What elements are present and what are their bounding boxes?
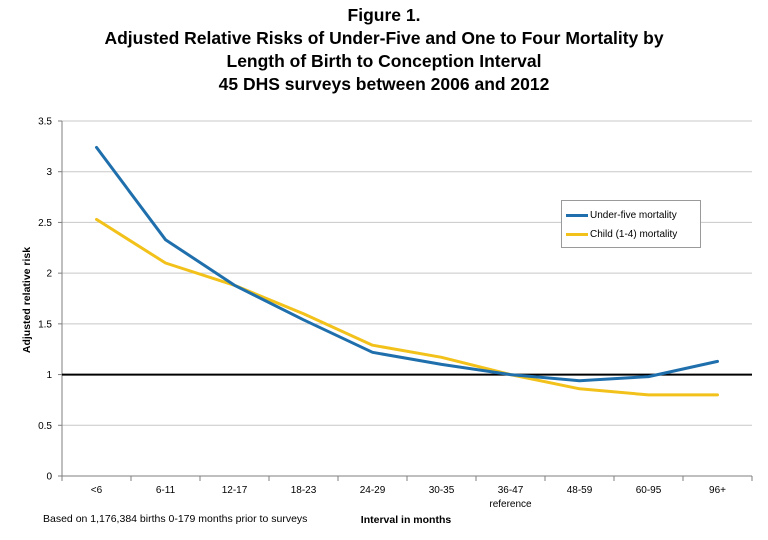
x-tick-label: 36-47 <box>498 485 524 496</box>
legend-item-child: Child (1-4) mortality <box>566 225 696 244</box>
legend-label-under-five: Under-five mortality <box>590 210 677 221</box>
y-tick-label: 1.5 <box>38 319 52 330</box>
x-tick-label: 18-23 <box>291 485 317 496</box>
legend-swatch-under-five <box>566 214 588 217</box>
series-line-child <box>95 217 719 397</box>
chart-legend: Under-five mortality Child (1-4) mortali… <box>561 200 701 248</box>
title-line-1: Figure 1. <box>347 5 421 25</box>
chart-title: Figure 1. Adjusted Relative Risks of Und… <box>0 4 768 96</box>
legend-item-under-five: Under-five mortality <box>566 206 696 225</box>
x-tick-label: 12-17 <box>222 485 248 496</box>
series-line-under-five <box>95 145 719 383</box>
y-tick-label: 2.5 <box>38 218 52 229</box>
title-line-3: Length of Birth to Conception Interval <box>226 51 542 71</box>
y-tick-label: 0.5 <box>38 421 52 432</box>
title-line-4: 45 DHS surveys between 2006 and 2012 <box>218 74 550 94</box>
x-tick-sublabel: reference <box>489 499 532 510</box>
y-tick-label: 3.5 <box>38 117 52 128</box>
y-tick-label: 3 <box>46 167 52 178</box>
title-line-2: Adjusted Relative Risks of Under-Five an… <box>104 28 664 48</box>
x-tick-label: 24-29 <box>360 485 386 496</box>
y-tick-label: 0 <box>46 472 52 483</box>
x-tick-label: 6-11 <box>156 485 176 496</box>
y-axis-title: Adjusted relative risk <box>21 246 33 354</box>
x-tick-label: 30-35 <box>429 485 455 496</box>
x-tick-label: <6 <box>91 485 103 496</box>
y-tick-label: 2 <box>46 269 52 280</box>
legend-label-child: Child (1-4) mortality <box>590 229 678 240</box>
x-tick-label: 96+ <box>709 485 726 496</box>
x-tick-label: 60-95 <box>636 485 662 496</box>
x-axis-title: Interval in months <box>360 514 452 526</box>
y-tick-label: 1 <box>46 370 52 381</box>
legend-swatch-child <box>566 233 588 236</box>
x-tick-label: 48-59 <box>567 485 593 496</box>
footnote: Based on 1,176,384 births 0-179 months p… <box>43 513 308 525</box>
